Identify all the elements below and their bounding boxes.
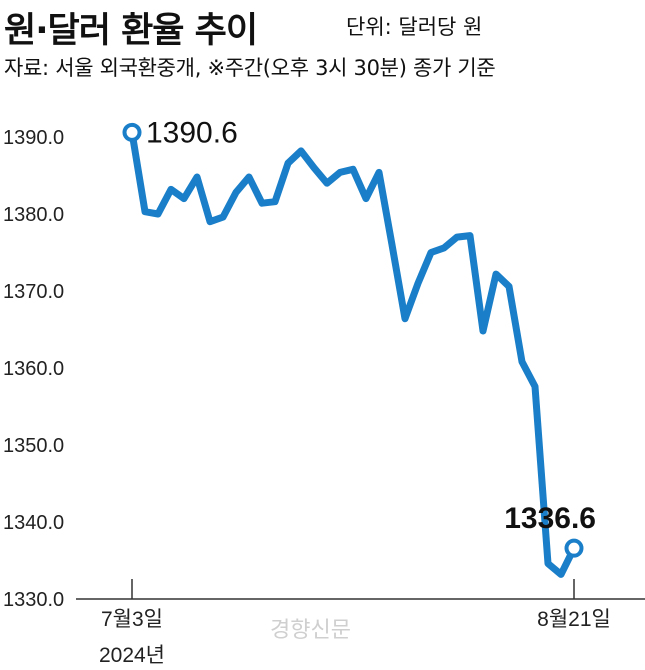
start-value-label: 1390.6 [146, 116, 238, 149]
chart-title: 원·달러 환율 추이 [4, 11, 258, 51]
start-point-marker [122, 122, 142, 142]
x-tick-label: 8월21일 [537, 608, 611, 631]
watermark: 경향신문 [270, 618, 351, 643]
unit-label: 단위: 달러당 원 [346, 15, 483, 39]
y-tick-label: 1360.0 [3, 358, 64, 380]
x-tick-label: 7월3일 [101, 608, 163, 631]
y-axis: 1390.0 1380.0 1370.0 1360.0 1350.0 1340.0 1330… [3, 127, 64, 611]
end-point-marker [564, 538, 584, 558]
data-labels: 1390.6 1336.6 [146, 116, 596, 535]
endpoint-markers [122, 122, 584, 558]
x-axis: 7월3일 2024년 8월21일 [99, 579, 611, 667]
y-tick-label: 1390.0 [3, 127, 64, 149]
y-tick-label: 1340.0 [3, 512, 64, 534]
end-value-label: 1336.6 [504, 502, 596, 535]
x-tick-year-label: 2024년 [99, 644, 165, 667]
y-tick-label: 1370.0 [3, 281, 64, 303]
y-tick-label: 1350.0 [3, 435, 64, 457]
source-note: 자료: 서울 외국환중개, ※주간(오후 3시 30분) 종가 기준 [4, 56, 496, 80]
y-tick-label: 1330.0 [3, 589, 64, 611]
y-tick-label: 1380.0 [3, 204, 64, 226]
exchange-rate-line [128, 128, 578, 578]
